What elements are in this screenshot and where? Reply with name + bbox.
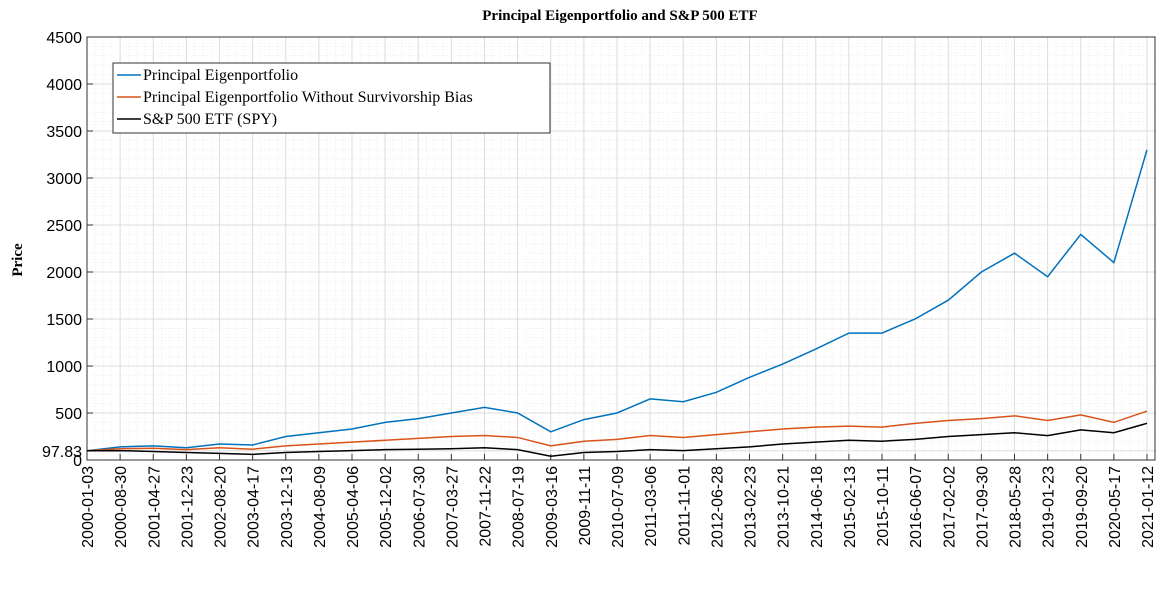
x-tick-label: 2002-08-20 <box>213 466 230 548</box>
y-tick-label: 2500 <box>46 218 82 235</box>
x-tick-label: 2017-09-30 <box>974 466 991 548</box>
x-tick-label: 2003-12-13 <box>279 466 296 548</box>
x-tick-label: 2009-03-16 <box>544 466 561 548</box>
y-tick-label: 1000 <box>46 359 82 376</box>
legend-label: Principal Eigenportfolio Without Survivo… <box>143 89 473 106</box>
x-tick-label: 2008-07-19 <box>511 466 528 548</box>
x-tick-label: 2014-06-18 <box>809 466 826 548</box>
x-tick-label: 2012-06-28 <box>709 466 726 548</box>
y-axis-label: Price <box>10 243 26 277</box>
x-tick-label: 2021-01-12 <box>1140 466 1156 548</box>
x-tick-label: 2007-11-22 <box>478 466 495 547</box>
y-tick-label: 3500 <box>46 124 82 141</box>
legend-box <box>112 62 551 134</box>
x-tick-label: 2005-12-02 <box>378 466 395 548</box>
x-tick-label: 2004-08-09 <box>312 466 329 548</box>
x-tick-label: 2001-04-27 <box>146 466 163 548</box>
x-tick-label: 2015-10-11 <box>875 466 892 547</box>
x-tick-label: 2007-03-27 <box>444 466 461 548</box>
x-tick-label: 2009-11-11 <box>577 466 594 546</box>
x-tick-label: 2019-01-23 <box>1041 466 1058 548</box>
y-tick-label: 500 <box>55 406 82 423</box>
y-tick-label: 0 <box>73 453 82 470</box>
legend: Principal Eigenportfolio Principal Eigenp… <box>112 62 551 134</box>
x-tick-label: 2001-12-23 <box>179 466 196 548</box>
axes-box <box>86 36 1156 461</box>
series-line <box>86 422 1148 457</box>
y-tick-label: 1500 <box>46 312 82 329</box>
series-line <box>86 149 1148 452</box>
x-tick-label: 2013-10-21 <box>776 466 793 548</box>
x-tick-label: 2006-07-30 <box>411 466 428 548</box>
x-tick-label: 2010-07-09 <box>610 466 627 548</box>
x-tick-label: 2003-04-17 <box>246 466 263 548</box>
x-tick-label: 2011-11-01 <box>676 466 693 546</box>
x-tick-label: 2011-03-06 <box>643 466 660 547</box>
legend-label: S&P 500 ETF (SPY) <box>143 111 277 128</box>
y-tick-label: 2000 <box>46 265 82 282</box>
x-tick-label: 2019-09-20 <box>1074 466 1091 548</box>
y-tick-label: 97.83 <box>42 444 82 461</box>
x-tick-label: 2013-02-23 <box>743 466 760 548</box>
y-tick-label: 3000 <box>46 171 82 188</box>
x-tick-label: 2005-04-06 <box>345 466 362 548</box>
x-tick-label: 2000-08-30 <box>113 466 130 548</box>
x-tick-label: 2015-02-13 <box>842 466 859 548</box>
series-line <box>86 410 1148 452</box>
x-tick-label: 2016-06-07 <box>908 466 925 548</box>
y-tick-label: 4500 <box>46 30 82 47</box>
x-tick-label: 2000-01-03 <box>80 466 97 548</box>
x-tick-label: 2018-05-28 <box>1008 466 1025 548</box>
x-tick-label: 2017-02-02 <box>941 466 958 548</box>
y-tick-label: 4000 <box>46 77 82 94</box>
chart-title: Principal Eigenportfolio and S&P 500 ETF <box>482 8 757 24</box>
legend-label: Principal Eigenportfolio <box>143 67 298 84</box>
x-tick-label: 2020-05-17 <box>1107 466 1124 548</box>
